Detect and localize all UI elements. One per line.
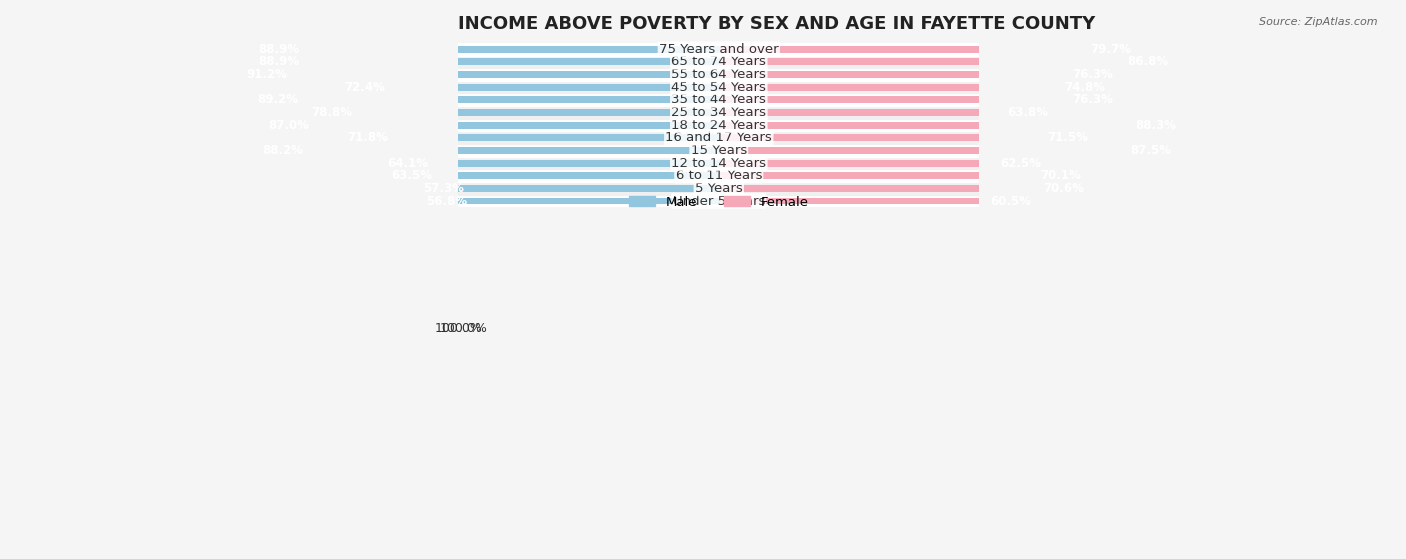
Bar <box>718 185 1087 192</box>
Bar <box>342 84 718 91</box>
Text: 87.0%: 87.0% <box>269 119 309 131</box>
Text: 86.8%: 86.8% <box>1128 55 1168 68</box>
Bar <box>718 134 1091 141</box>
Text: 78.8%: 78.8% <box>311 106 352 119</box>
Text: 74.8%: 74.8% <box>1064 80 1105 94</box>
Bar <box>458 81 979 93</box>
Text: 88.9%: 88.9% <box>259 55 299 68</box>
Legend: Male, Female: Male, Female <box>624 191 814 214</box>
Bar <box>718 71 1116 78</box>
Text: 72.4%: 72.4% <box>344 80 385 94</box>
Text: 88.9%: 88.9% <box>259 42 299 56</box>
Text: 18 to 24 Years: 18 to 24 Years <box>671 119 766 131</box>
Text: 12 to 14 Years: 12 to 14 Years <box>671 157 766 169</box>
Text: 79.7%: 79.7% <box>1090 42 1132 56</box>
Bar <box>718 159 1045 167</box>
Bar <box>420 185 718 192</box>
Text: 71.8%: 71.8% <box>347 131 388 144</box>
Bar <box>245 71 718 78</box>
Text: 56.8%: 56.8% <box>426 195 467 207</box>
Bar <box>718 109 1050 116</box>
Text: 76.3%: 76.3% <box>1073 93 1114 106</box>
Text: 62.5%: 62.5% <box>1001 157 1042 169</box>
Bar <box>718 197 1033 205</box>
Text: Source: ZipAtlas.com: Source: ZipAtlas.com <box>1260 17 1378 27</box>
Text: 6 to 11 Years: 6 to 11 Years <box>675 169 762 182</box>
Bar <box>718 96 1116 103</box>
Text: 45 to 54 Years: 45 to 54 Years <box>671 80 766 94</box>
Text: 91.2%: 91.2% <box>246 68 287 81</box>
Bar <box>718 172 1084 179</box>
Bar <box>423 197 718 205</box>
Bar <box>266 122 718 129</box>
Bar <box>458 106 979 119</box>
Text: INCOME ABOVE POVERTY BY SEX AND AGE IN FAYETTE COUNTY: INCOME ABOVE POVERTY BY SEX AND AGE IN F… <box>458 15 1095 33</box>
Text: 25 to 34 Years: 25 to 34 Years <box>671 106 766 119</box>
Text: 15 Years: 15 Years <box>690 144 747 157</box>
Bar <box>344 134 718 141</box>
Text: 57.3%: 57.3% <box>423 182 464 195</box>
Bar <box>718 147 1174 154</box>
Bar <box>388 172 718 179</box>
Text: 71.5%: 71.5% <box>1047 131 1088 144</box>
Text: 100.0%: 100.0% <box>440 323 488 335</box>
Text: 88.3%: 88.3% <box>1135 119 1175 131</box>
Bar <box>458 169 979 182</box>
Bar <box>718 122 1178 129</box>
Text: 63.8%: 63.8% <box>1007 106 1049 119</box>
Bar <box>458 157 979 169</box>
Text: 70.1%: 70.1% <box>1040 169 1081 182</box>
Text: 65 to 74 Years: 65 to 74 Years <box>671 55 766 68</box>
Text: Under 5 Years: Under 5 Years <box>672 195 765 207</box>
Bar <box>458 131 979 144</box>
Bar <box>308 109 718 116</box>
Text: 70.6%: 70.6% <box>1043 182 1084 195</box>
Bar <box>458 55 979 68</box>
Bar <box>458 68 979 81</box>
Text: 16 and 17 Years: 16 and 17 Years <box>665 131 772 144</box>
Bar <box>718 46 1133 53</box>
Bar <box>458 144 979 157</box>
Text: 87.5%: 87.5% <box>1130 144 1171 157</box>
Text: 60.5%: 60.5% <box>990 195 1031 207</box>
Bar <box>256 46 718 53</box>
Bar <box>254 96 718 103</box>
Bar <box>458 119 979 131</box>
Bar <box>256 58 718 65</box>
Bar <box>458 182 979 195</box>
Text: 100.0%: 100.0% <box>434 323 482 335</box>
Text: 75 Years and over: 75 Years and over <box>659 42 779 56</box>
Bar <box>458 43 979 55</box>
Text: 76.3%: 76.3% <box>1073 68 1114 81</box>
Bar <box>458 195 979 207</box>
Text: 35 to 44 Years: 35 to 44 Years <box>671 93 766 106</box>
Bar <box>718 84 1108 91</box>
Bar <box>385 159 718 167</box>
Text: 64.1%: 64.1% <box>388 157 429 169</box>
Bar <box>458 93 979 106</box>
Bar <box>718 58 1171 65</box>
Text: 88.2%: 88.2% <box>262 144 304 157</box>
Text: 63.5%: 63.5% <box>391 169 432 182</box>
Text: 89.2%: 89.2% <box>257 93 298 106</box>
Text: 55 to 64 Years: 55 to 64 Years <box>671 68 766 81</box>
Text: 5 Years: 5 Years <box>695 182 742 195</box>
Bar <box>260 147 718 154</box>
